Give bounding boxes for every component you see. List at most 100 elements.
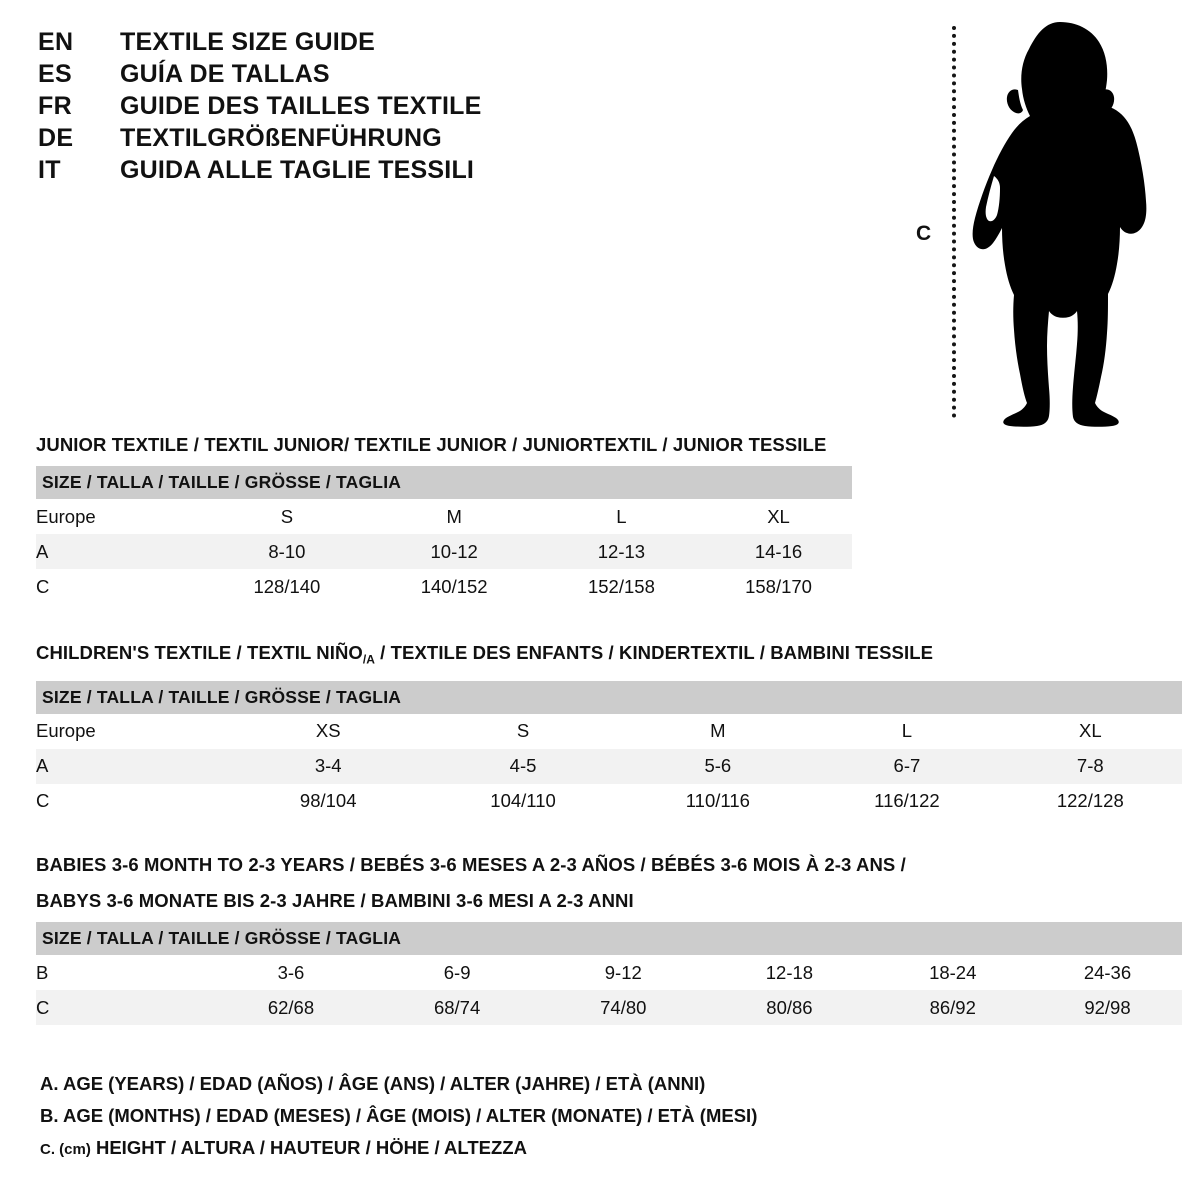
legend-block: A. AGE (YEARS) / EDAD (AÑOS) / ÂGE (ANS)…: [40, 1068, 940, 1166]
legend-line-c-unit: C. (cm): [40, 1141, 91, 1158]
children-row-a-value-1: 3-4: [230, 748, 426, 784]
junior-row-c-value-3: 152/158: [537, 569, 706, 604]
babies-row-c-value-3: 74/80: [540, 990, 707, 1025]
babies-size-bar-label: SIZE / TALLA / TAILLE / GRÖSSE / TAGLIA: [36, 922, 1182, 955]
language-title-de: TEXTILGRÖßENFÜHRUNG: [120, 124, 442, 152]
language-code-it: IT: [38, 156, 61, 184]
children-row-a-value-2: 4-5: [425, 748, 621, 784]
children-header-label: Europe: [36, 713, 231, 749]
language-title-fr: GUIDE DES TAILLES TEXTILE: [120, 92, 482, 120]
junior-row-a-value-2: 10-12: [370, 534, 538, 569]
table-row: A 8-10 10-12 12-13 14-16: [36, 534, 852, 569]
language-code-de: DE: [38, 124, 74, 152]
children-row-c-value-1: 98/104: [230, 783, 426, 819]
children-heading-post: / TEXTILE DES ENFANTS / KINDERTEXTIL / B…: [374, 642, 934, 663]
babies-row-b-value-5: 18-24: [872, 955, 1033, 990]
children-row-c-value-4: 116/122: [815, 783, 999, 819]
junior-row-a-value-3: 12-13: [537, 534, 706, 569]
language-title-es: GUÍA DE TALLAS: [120, 60, 330, 88]
junior-row-c-label: C: [36, 569, 204, 604]
babies-size-bar-row: SIZE / TALLA / TAILLE / GRÖSSE / TAGLIA: [36, 922, 1182, 955]
language-code-es: ES: [38, 60, 72, 88]
babies-row-b-value-2: 6-9: [374, 955, 541, 990]
children-heading-pre: CHILDREN'S TEXTILE / TEXTIL NIÑO: [36, 642, 363, 663]
babies-row-b-value-4: 12-18: [706, 955, 873, 990]
language-title-en: TEXTILE SIZE GUIDE: [120, 28, 376, 56]
babies-row-c-value-2: 68/74: [374, 990, 541, 1025]
children-row-c-value-2: 104/110: [425, 783, 621, 819]
children-header-size-2: S: [425, 713, 621, 749]
children-header-size-4: L: [815, 713, 999, 749]
junior-header-size-1: S: [203, 499, 371, 534]
language-code-fr: FR: [38, 92, 72, 120]
legend-line-b: B. AGE (MONTHS) / EDAD (MESES) / ÂGE (MO…: [40, 1105, 758, 1126]
children-textile-section: CHILDREN'S TEXTILE / TEXTIL NIÑO/A / TEX…: [36, 638, 1182, 819]
height-measurement-figure: C: [900, 10, 1170, 430]
table-row: C 62/68 68/74 74/80 80/86 86/92 92/98: [36, 990, 1182, 1025]
children-row-a-value-4: 6-7: [815, 748, 999, 784]
babies-row-c-value-6: 92/98: [1032, 990, 1182, 1025]
language-code-en: EN: [38, 28, 74, 56]
children-header-size-1: XS: [230, 713, 426, 749]
babies-row-b-label: B: [36, 955, 208, 990]
language-row-de: DE TEXTILGRÖßENFÜHRUNG: [38, 124, 678, 156]
junior-row-c-value-1: 128/140: [203, 569, 371, 604]
table-row: C 98/104 104/110 110/116 116/122 122/128: [36, 783, 1182, 819]
legend-line-a: A. AGE (YEARS) / EDAD (AÑOS) / ÂGE (ANS)…: [40, 1073, 706, 1094]
babies-size-table: SIZE / TALLA / TAILLE / GRÖSSE / TAGLIA …: [36, 922, 1182, 1025]
junior-header-size-2: M: [370, 499, 538, 534]
language-row-en: EN TEXTILE SIZE GUIDE: [38, 28, 678, 60]
babies-row-c-label: C: [36, 990, 208, 1025]
children-size-bar-row: SIZE / TALLA / TAILLE / GRÖSSE / TAGLIA: [36, 680, 1182, 714]
babies-section-heading-line1: BABIES 3-6 MONTH TO 2-3 YEARS / BEBÉS 3-…: [36, 854, 906, 875]
babies-row-b-value-1: 3-6: [207, 955, 375, 990]
babies-row-c-value-1: 62/68: [207, 990, 375, 1025]
children-size-bar-label: SIZE / TALLA / TAILLE / GRÖSSE / TAGLIA: [36, 680, 1182, 714]
language-row-it: IT GUIDA ALLE TAGLIE TESSILI: [38, 156, 678, 188]
children-header-size-3: M: [620, 713, 816, 749]
children-size-table: SIZE / TALLA / TAILLE / GRÖSSE / TAGLIA …: [36, 680, 1182, 819]
toddler-silhouette-icon: [972, 22, 1147, 427]
junior-row-c-value-4: 158/170: [705, 569, 852, 604]
children-header-row: Europe XS S M L XL: [36, 713, 1182, 749]
junior-row-c-value-2: 140/152: [370, 569, 538, 604]
junior-header-size-3: L: [537, 499, 706, 534]
babies-row-b-value-6: 24-36: [1032, 955, 1182, 990]
babies-textile-section: BABIES 3-6 MONTH TO 2-3 YEARS / BEBÉS 3-…: [36, 850, 1182, 1025]
language-row-es: ES GUÍA DE TALLAS: [38, 60, 678, 92]
children-heading-sub: /A: [362, 652, 375, 667]
legend-line-c-rest: HEIGHT / ALTURA / HAUTEUR / HÖHE / ALTEZ…: [90, 1137, 527, 1158]
junior-textile-section: JUNIOR TEXTILE / TEXTIL JUNIOR/ TEXTILE …: [36, 430, 852, 604]
legend-line-c: C. (cm) HEIGHT / ALTURA / HAUTEUR / HÖHE…: [40, 1132, 940, 1166]
children-row-a-label: A: [36, 748, 231, 784]
junior-row-a-value-1: 8-10: [203, 534, 371, 569]
children-section-heading: CHILDREN'S TEXTILE / TEXTIL NIÑO/A / TEX…: [36, 638, 1182, 675]
measure-label-c: C: [916, 222, 932, 245]
language-title-block: EN TEXTILE SIZE GUIDE ES GUÍA DE TALLAS …: [38, 28, 678, 188]
junior-size-table: SIZE / TALLA / TAILLE / GRÖSSE / TAGLIA …: [36, 466, 852, 604]
junior-row-a-label: A: [36, 534, 204, 569]
children-row-c-label: C: [36, 783, 231, 819]
table-row: C 128/140 140/152 152/158 158/170: [36, 569, 852, 604]
junior-header-row: Europe S M L XL: [36, 499, 852, 534]
junior-size-bar-row: SIZE / TALLA / TAILLE / GRÖSSE / TAGLIA: [36, 466, 852, 499]
children-row-c-value-3: 110/116: [620, 783, 816, 819]
language-title-it: GUIDA ALLE TAGLIE TESSILI: [120, 156, 475, 184]
table-row: B 3-6 6-9 9-12 12-18 18-24 24-36: [36, 955, 1182, 990]
table-row: A 3-4 4-5 5-6 6-7 7-8: [36, 748, 1182, 784]
babies-row-b-value-3: 9-12: [540, 955, 707, 990]
children-header-size-5: XL: [998, 713, 1182, 749]
junior-header-label: Europe: [36, 499, 204, 534]
children-row-a-value-3: 5-6: [620, 748, 816, 784]
language-row-fr: FR GUIDE DES TAILLES TEXTILE: [38, 92, 678, 124]
children-row-a-value-5: 7-8: [998, 748, 1182, 784]
children-row-c-value-5: 122/128: [998, 783, 1182, 819]
junior-size-bar-label: SIZE / TALLA / TAILLE / GRÖSSE / TAGLIA: [36, 466, 852, 499]
junior-header-size-4: XL: [705, 499, 852, 534]
junior-section-heading: JUNIOR TEXTILE / TEXTIL JUNIOR/ TEXTILE …: [36, 434, 827, 455]
dotted-measure-line-icon: [952, 26, 956, 418]
babies-row-c-value-5: 86/92: [872, 990, 1033, 1025]
babies-row-c-value-4: 80/86: [706, 990, 873, 1025]
babies-section-heading-line2: BABYS 3-6 MONATE BIS 2-3 JAHRE / BAMBINI…: [36, 890, 634, 911]
junior-row-a-value-4: 14-16: [705, 534, 852, 569]
